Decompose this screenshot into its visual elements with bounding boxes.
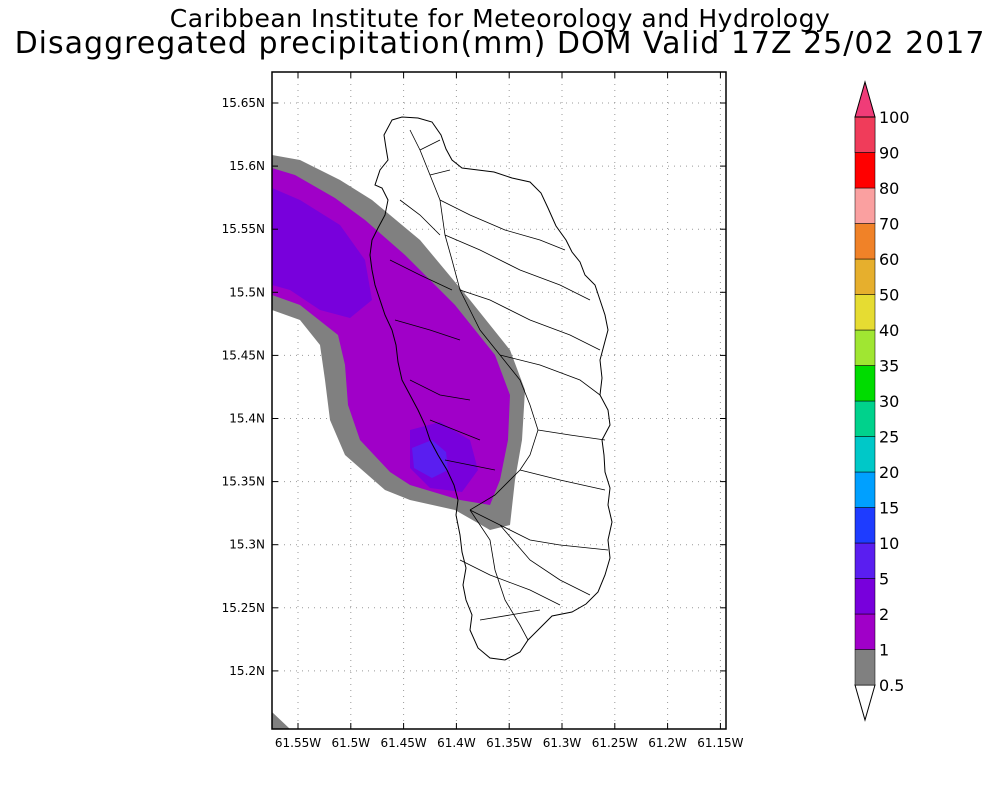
lon-tick-label: 61.55W — [275, 736, 321, 750]
colorbar-label: 35 — [879, 357, 899, 376]
lat-tick-label: 15.6N — [229, 159, 265, 173]
colorbar-label: 10 — [879, 534, 899, 553]
title-line-2: Disaggregated precipitation(mm) DOM Vali… — [14, 26, 986, 61]
colorbar-label: 15 — [879, 499, 899, 518]
colorbar-label: 100 — [879, 108, 910, 127]
lat-tick-label: 15.45N — [222, 348, 265, 362]
lon-tick-label: 61.2W — [648, 736, 687, 750]
colorbar-over-triangle — [854, 80, 876, 118]
lat-tick-label: 15.25N — [222, 601, 265, 615]
colorbar-swatch — [854, 542, 876, 579]
lat-tick-label: 15.55N — [222, 222, 265, 236]
gridlines — [272, 72, 726, 729]
colorbar-swatch — [854, 578, 876, 615]
lat-tick-label: 15.4N — [229, 412, 265, 426]
colorbar-label: 40 — [879, 321, 899, 340]
colorbar-label: 80 — [879, 179, 899, 198]
lon-tick-label: 61.4W — [437, 736, 476, 750]
lon-tick-label: 61.25W — [592, 736, 638, 750]
precip-contour-2 — [272, 188, 372, 318]
precip-shading — [272, 155, 525, 729]
colorbar-swatch — [854, 436, 876, 473]
colorbar-label: 20 — [879, 463, 899, 482]
colorbar-swatch — [854, 152, 876, 189]
colorbar-label: 5 — [879, 570, 889, 589]
island-interior — [389, 129, 609, 641]
colorbar-swatch — [854, 471, 876, 508]
colorbar-label: 60 — [879, 250, 899, 269]
colorbar-swatch — [854, 649, 876, 686]
lon-tick-label: 61.45W — [380, 736, 426, 750]
colorbar-swatch — [854, 258, 876, 295]
colorbar-label: 30 — [879, 392, 899, 411]
colorbar-swatch — [854, 329, 876, 366]
colorbar-under-triangle — [854, 684, 876, 722]
lat-tick-label: 15.5N — [229, 285, 265, 299]
latitude-axis: 15.65N 15.6N 15.55N 15.5N 15.45N 15.4N 15.35N 1… — [222, 96, 726, 678]
lon-tick-label: 61.35W — [486, 736, 532, 750]
lat-tick-label: 15.35N — [222, 475, 265, 489]
precip-contour-5 — [412, 440, 448, 478]
colorbar-label: 70 — [879, 215, 899, 234]
colorbar-swatch — [854, 400, 876, 437]
colorbar-swatch — [854, 294, 876, 331]
lon-tick-label: 61.5W — [332, 736, 371, 750]
longitude-axis: 61.55W 61.5W 61.45W 61.4W 61.35W 61.3W 61.25W 6… — [275, 72, 744, 750]
island-outline — [369, 116, 613, 661]
plot-area — [271, 71, 727, 730]
plot-frame — [271, 71, 727, 730]
colorbar-label: 90 — [879, 144, 899, 163]
title-line-1: Caribbean Institute for Meteorology and … — [169, 4, 831, 33]
colorbar-swatch — [854, 507, 876, 544]
lat-tick-label: 15.65N — [222, 96, 265, 110]
colorbar-swatch — [854, 365, 876, 402]
lat-tick-label: 15.3N — [229, 538, 265, 552]
lon-tick-label: 61.15W — [697, 736, 743, 750]
precip-contour-0.5-corner — [272, 712, 290, 729]
lat-tick-label: 15.2N — [229, 664, 265, 678]
colorbar-swatch — [854, 187, 876, 224]
colorbar-label: 0.5 — [879, 676, 904, 695]
colorbar-label: 25 — [879, 428, 899, 447]
colorbar-label: 50 — [879, 286, 899, 305]
colorbar-swatch — [854, 116, 876, 153]
lon-tick-label: 61.3W — [543, 736, 582, 750]
colorbar-swatch — [854, 223, 876, 260]
dominica-island — [369, 116, 613, 661]
colorbar-label: 1 — [879, 641, 889, 660]
colorbar-label: 2 — [879, 605, 889, 624]
colorbar-swatch — [854, 613, 876, 650]
